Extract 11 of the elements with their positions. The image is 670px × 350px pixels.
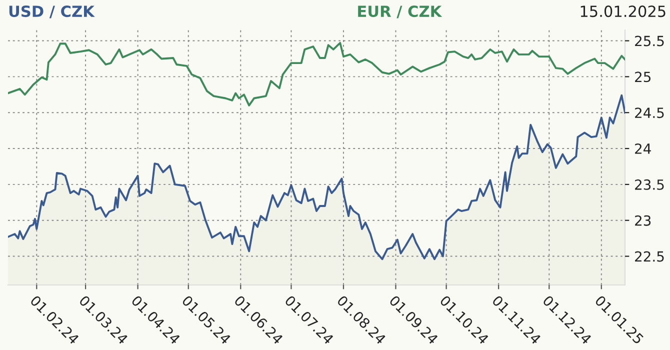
y-tick-label: 25 <box>635 72 650 82</box>
text: USD / CZK <box>9 6 95 18</box>
y-tick-label: 25.5 <box>635 36 664 46</box>
y-tick-label: 23 <box>635 215 651 226</box>
y-tick-label: 24.5 <box>635 108 664 118</box>
y-tick-label: 22.5 <box>635 251 664 262</box>
series-label: EUR / CZK <box>358 6 442 18</box>
y-tick-label: 23.5 <box>635 179 664 190</box>
chart-title: 15.01.2025 <box>580 6 666 18</box>
line-series <box>8 42 625 106</box>
y-tick-label: 24 <box>635 143 651 154</box>
